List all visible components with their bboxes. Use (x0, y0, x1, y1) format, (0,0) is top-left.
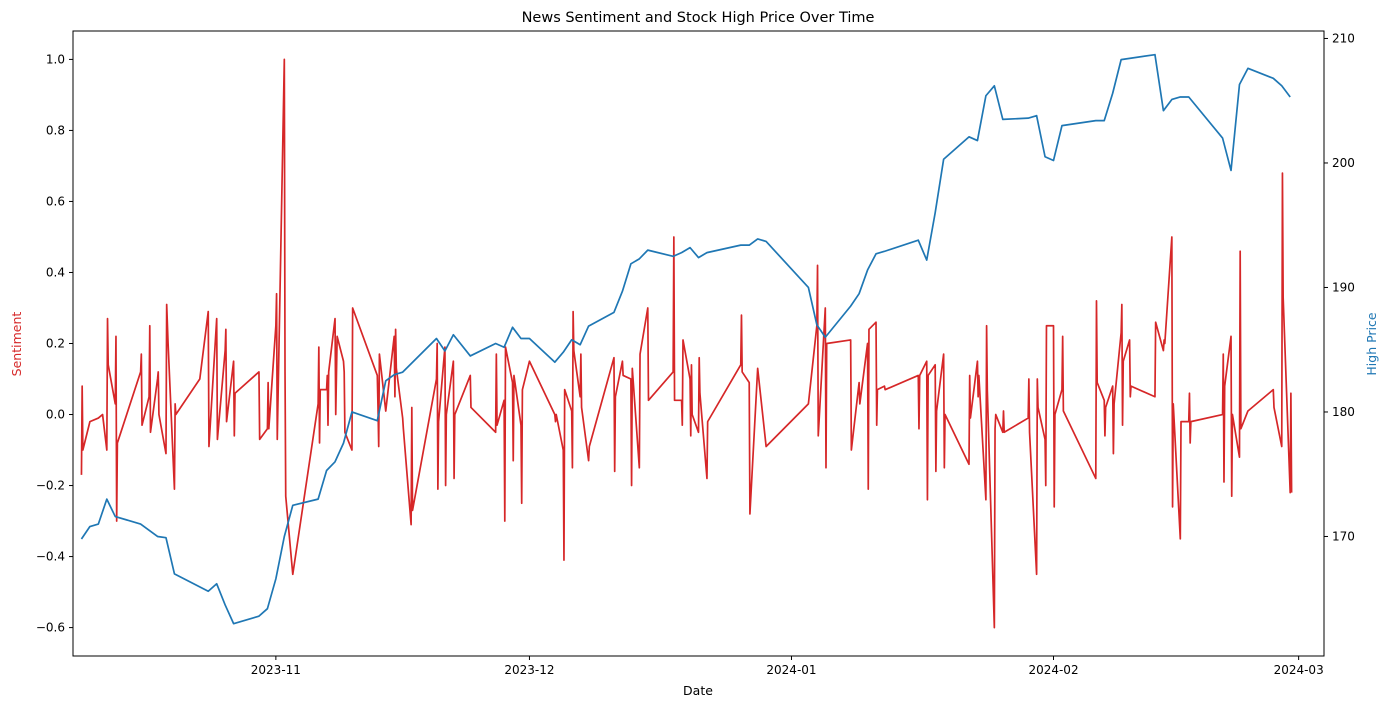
left-axis: −0.6 −0.4 −0.2 0.0 0.2 0.4 0.6 0.8 1.0 (36, 52, 73, 635)
left-tick-label: 0.8 (46, 123, 65, 137)
plot-frame (72, 30, 1325, 657)
x-axis: 2023-11 2023-12 2024-01 2024-02 2024-03 (251, 656, 1324, 677)
x-tick-label: 2024-03 (1274, 663, 1324, 677)
x-tick-label: 2023-12 (504, 663, 554, 677)
right-axis-title: High Price (1364, 312, 1379, 376)
left-tick-label: 0.2 (46, 337, 65, 351)
left-tick-label: 0.6 (46, 194, 65, 208)
right-tick-label: 170 (1332, 529, 1355, 543)
right-tick-label: 180 (1332, 405, 1355, 419)
x-tick-label: 2023-11 (251, 663, 301, 677)
sentiment-line (80, 58, 1293, 629)
x-tick-label: 2024-01 (766, 663, 816, 677)
right-tick-label: 210 (1332, 31, 1355, 45)
high-price-line (80, 53, 1291, 625)
left-tick-label: −0.4 (36, 550, 65, 564)
left-tick-label: −0.2 (36, 479, 65, 493)
right-tick-label: 190 (1332, 280, 1355, 294)
chart-title: News Sentiment and Stock High Price Over… (522, 10, 875, 26)
right-axis: 170 180 190 200 210 (1324, 31, 1355, 543)
left-tick-label: 0.4 (46, 265, 65, 279)
x-axis-title: Date (683, 683, 713, 698)
left-tick-label: 1.0 (46, 52, 65, 66)
x-tick-label: 2024-02 (1028, 663, 1078, 677)
plot-lines (80, 53, 1293, 629)
left-axis-title: Sentiment (9, 312, 24, 377)
right-tick-label: 200 (1332, 156, 1355, 170)
left-tick-label: 0.0 (46, 408, 65, 422)
left-tick-label: −0.6 (36, 621, 65, 635)
